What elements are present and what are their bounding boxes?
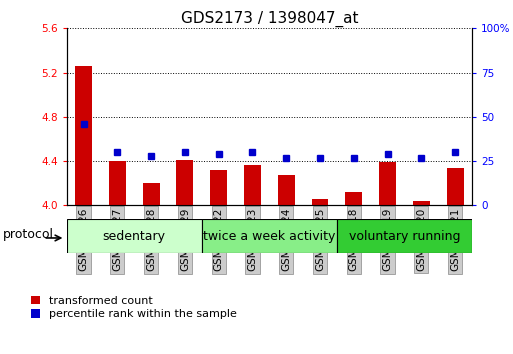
Bar [67, 219, 202, 253]
Title: GDS2173 / 1398047_at: GDS2173 / 1398047_at [181, 11, 358, 27]
Bar [202, 219, 337, 253]
Bar [278, 176, 294, 205]
Text: sedentary: sedentary [103, 230, 166, 243]
Bar [447, 168, 464, 205]
Bar [176, 160, 193, 205]
Bar [75, 66, 92, 205]
Bar [143, 183, 160, 205]
Bar [311, 199, 328, 205]
Bar [210, 170, 227, 205]
Text: protocol: protocol [3, 228, 54, 241]
Bar [379, 162, 396, 205]
Text: twice a week activity: twice a week activity [203, 230, 336, 243]
Bar [413, 201, 430, 205]
Bar [337, 219, 472, 253]
Text: voluntary running: voluntary running [349, 230, 460, 243]
Bar [244, 165, 261, 205]
Bar [345, 192, 362, 205]
Bar [109, 161, 126, 205]
Legend: transformed count, percentile rank within the sample: transformed count, percentile rank withi… [31, 296, 237, 319]
